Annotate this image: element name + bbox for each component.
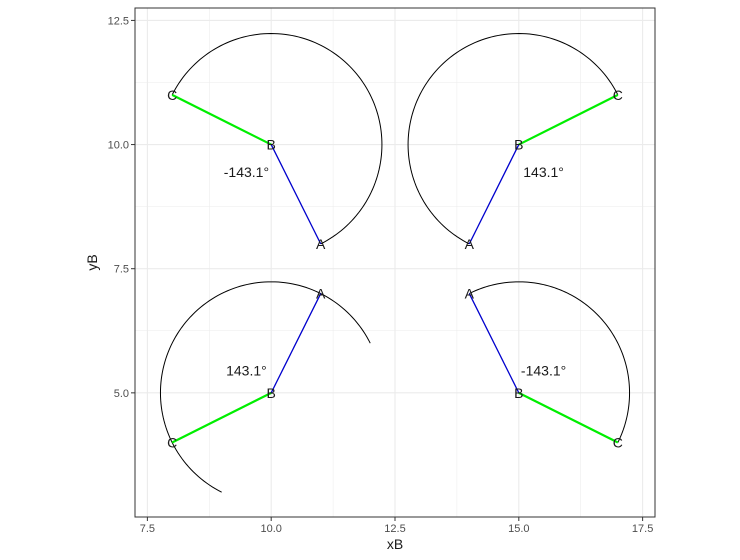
angle-label-3: 143.1° [226,363,267,379]
x-tick-label: 12.5 [384,523,405,535]
point-label-b-1: B [267,137,276,153]
x-tick-label: 17.5 [632,523,653,535]
axes: 7.5 10.0 12.5 15.0 17.5 5.0 7.5 10.0 12.5 [108,15,654,535]
point-label-b-4: B [514,385,523,401]
x-tick-label: 10.0 [260,523,281,535]
angle-arc-1 [171,33,383,245]
angle-label-4: -143.1° [521,363,566,379]
x-axis-title: xB [387,536,403,552]
segment-ba-2 [468,144,520,245]
angle-arc-2 [407,33,619,245]
point-label-a-3: A [316,286,326,302]
segment-bc-1 [171,93,272,146]
x-tick-label: 7.5 [140,523,155,535]
x-tick-label: 15.0 [508,523,529,535]
point-label-a-2: A [465,236,475,252]
segment-bc-3 [171,391,272,444]
point-label-c-4: C [613,435,623,451]
angle-label-1: -143.1° [224,164,269,180]
angle-arc-4 [469,281,631,443]
segment-ba-3 [270,293,322,394]
point-labels: A B C -143.1° A B C 143.1° A B C 143.1° A B C -143.1° [167,87,623,451]
angle-arcs [159,33,631,493]
angle-arc-3 [159,281,371,493]
grid-lines [135,8,655,517]
segments [171,93,619,444]
segment-ba-4 [468,293,520,394]
y-axis-title: yB [84,254,100,270]
segment-bc-2 [518,93,619,146]
segment-bc-4 [518,391,619,444]
y-tick-label: 10.0 [108,140,129,152]
point-label-c-2: C [613,87,623,103]
point-label-b-3: B [267,385,276,401]
y-tick-label: 12.5 [108,15,129,27]
point-label-c-1: C [167,87,177,103]
segment-ba-1 [270,144,322,245]
point-label-a-4: A [465,286,475,302]
y-tick-label: 5.0 [114,388,129,400]
point-label-c-3: C [167,435,177,451]
point-label-a-1: A [316,236,326,252]
angle-label-2: 143.1° [523,164,564,180]
y-tick-label: 7.5 [114,264,129,276]
point-label-b-2: B [514,137,523,153]
